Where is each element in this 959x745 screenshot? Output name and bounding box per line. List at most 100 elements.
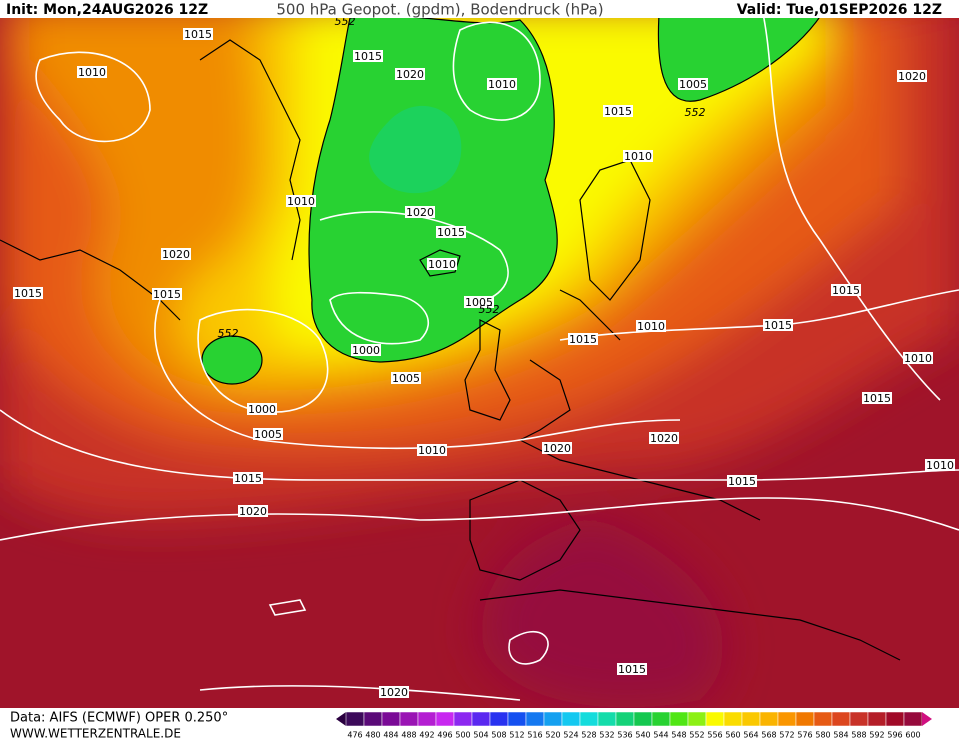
scale-label: 600 — [905, 731, 920, 740]
isobar-label-box — [649, 432, 679, 444]
scale-arrow-left — [336, 712, 346, 726]
isobar-label-box — [247, 403, 277, 415]
valid-time: Valid: Tue,01SEP2026 12Z — [737, 2, 942, 18]
isobar-label: 1010 — [418, 444, 446, 457]
scale-swatch — [759, 711, 779, 727]
scale-label: 540 — [635, 731, 650, 740]
scale-swatch — [795, 711, 815, 727]
isobar-label-box — [161, 248, 191, 260]
isobar-label-box — [897, 70, 927, 82]
scale-label: 568 — [761, 731, 776, 740]
scale-swatch — [417, 711, 437, 727]
isobar-label-box — [487, 78, 517, 90]
isobar-label-box — [464, 296, 494, 308]
isobar-label: 1020 — [898, 70, 926, 83]
isobar-label-box — [238, 505, 268, 517]
isobar-label-box — [542, 442, 572, 454]
isobar-label: 1000 — [352, 344, 380, 357]
isobar-label-box — [417, 444, 447, 456]
isobar-label: 1015 — [354, 50, 382, 63]
scale-swatch — [867, 711, 887, 727]
scale-label: 584 — [833, 731, 848, 740]
isobar-label: 1015 — [14, 287, 42, 300]
scale-swatch — [435, 711, 455, 727]
scale-swatch — [633, 711, 653, 727]
isobar-label: 1015 — [234, 472, 262, 485]
geopotential-label: 552 — [685, 106, 706, 119]
scale-label: 512 — [509, 731, 524, 740]
isobar-label-box — [77, 66, 107, 78]
scale-swatch — [777, 711, 797, 727]
isobar-label: 1015 — [153, 288, 181, 301]
isobar-label: 1010 — [624, 150, 652, 163]
isobar-label-box — [391, 372, 421, 384]
isobar-label-box — [253, 428, 283, 440]
scale-label: 588 — [851, 731, 866, 740]
isobar-label: 1020 — [162, 248, 190, 261]
scale-swatch — [669, 711, 689, 727]
isobar-label-box — [405, 206, 435, 218]
scale-label: 520 — [545, 731, 560, 740]
isobar-label-box — [862, 392, 892, 404]
scale-label: 488 — [401, 731, 416, 740]
isobar-label: 1005 — [254, 428, 282, 441]
scale-label: 484 — [383, 731, 398, 740]
scale-label: 596 — [887, 731, 902, 740]
scale-label: 532 — [599, 731, 614, 740]
isobar-label-box — [603, 105, 633, 117]
isobar-label-box — [727, 475, 757, 487]
scale-swatch — [723, 711, 743, 727]
scale-label: 544 — [653, 731, 668, 740]
scale-label: 516 — [527, 731, 542, 740]
isobar-label: 1020 — [650, 432, 678, 445]
isobar-label-box — [13, 287, 43, 299]
isobar-label: 1015 — [832, 284, 860, 297]
isobar-label: 1010 — [637, 320, 665, 333]
scale-label: 564 — [743, 731, 758, 740]
isobar-label: 1000 — [248, 403, 276, 416]
scale-swatch — [381, 711, 401, 727]
geopotential-label: 552 — [479, 303, 500, 316]
isobar-label-box — [353, 50, 383, 62]
isobar-label-box — [395, 68, 425, 80]
scale-label: 556 — [707, 731, 722, 740]
scale-label: 524 — [563, 731, 578, 740]
scale-label: 476 — [347, 731, 362, 740]
scale-label: 580 — [815, 731, 830, 740]
isobar-label-box — [436, 226, 466, 238]
scale-label: 500 — [455, 731, 470, 740]
scale-swatch — [597, 711, 617, 727]
isobar-label: 1005 — [392, 372, 420, 385]
data-source: Data: AIFS (ECMWF) OPER 0.250° — [10, 711, 228, 726]
isobar-label-box — [623, 150, 653, 162]
isobar-label: 1010 — [287, 195, 315, 208]
scale-swatch — [849, 711, 869, 727]
header-band — [0, 0, 959, 18]
scale-label: 536 — [617, 731, 632, 740]
scale-swatch — [453, 711, 473, 727]
isobar-label: 1015 — [437, 226, 465, 239]
scale-swatch — [831, 711, 851, 727]
isobar-label: 1010 — [488, 78, 516, 91]
scale-label: 480 — [365, 731, 380, 740]
isobar-label-box — [636, 320, 666, 332]
scale-swatch — [813, 711, 833, 727]
site-name: WWW.WETTERZENTRALE.DE — [10, 727, 181, 741]
isobar-label: 1015 — [728, 475, 756, 488]
map-field: 1015 1010 1015 1020 1010 1005 1020 1015 1010 1010… — [0, 0, 959, 708]
scale-swatch — [615, 711, 635, 727]
scale-swatch — [561, 711, 581, 727]
scale-swatch — [903, 711, 923, 727]
scale-label: 552 — [689, 731, 704, 740]
scale-swatch — [345, 711, 365, 727]
isobar-label: 1015 — [569, 333, 597, 346]
isobar-label-box — [233, 472, 263, 484]
isobar-label-box — [903, 352, 933, 364]
isobar-label-box — [379, 686, 409, 698]
isobar-label: 1015 — [184, 28, 212, 41]
scale-label: 492 — [419, 731, 434, 740]
scale-label: 504 — [473, 731, 488, 740]
isobar-label: 1010 — [78, 66, 106, 79]
scale-swatch — [543, 711, 563, 727]
isobar-label: 1015 — [863, 392, 891, 405]
